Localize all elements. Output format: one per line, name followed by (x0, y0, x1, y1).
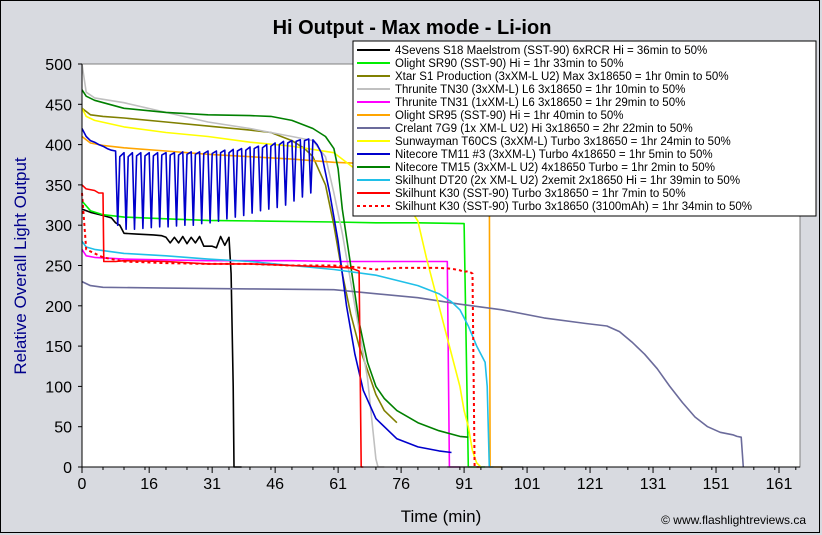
x-tick-label: 101 (514, 476, 541, 493)
y-tick-label: 200 (45, 299, 72, 316)
y-tick-label: 500 (45, 57, 72, 74)
x-tick-label: 31 (203, 476, 221, 493)
series-line-2 (81, 200, 486, 468)
axes-group: 0 50 100 150 200 250 300 350 400 450 500 0 16 31 46 61 7… (45, 57, 800, 493)
legend-label: 4Sevens S18 Maelstrom (SST-90) 6xRCR Hi … (395, 45, 707, 57)
legend-label: Skilhunt DT20 (2x XM-L U2) 2xemit 2x1865… (395, 175, 740, 187)
x-axis-label: Time (min) (401, 507, 482, 526)
legend-label: Nitecore TM11 #3 (3xXM-L) Turbo 4x18650 … (395, 149, 713, 161)
legend: 4Sevens S18 Maelstrom (SST-90) 6xRCR Hi … (352, 40, 817, 217)
legend-label: Xtar S1 Production (3xXM-L U2) Max 3x186… (395, 71, 729, 83)
series-line-4 (81, 63, 385, 468)
legend-label: Thrunite TN31 (1xXM-L) L6 3x18650 = 1hr … (395, 97, 685, 109)
legend-box (352, 40, 817, 217)
legend-label: Skilhunt K30 (SST-90) Turbo 3x18650 = 1h… (395, 188, 686, 200)
legend-label: Nitecore TM15 (3xXM-L U2) 4x18650 Turbo … (395, 162, 715, 174)
y-tick-label: 350 (45, 178, 72, 195)
x-tick-label: 61 (329, 476, 347, 493)
credit-text: © www.flashlightreviews.ca (661, 513, 806, 527)
x-tick-label: 76 (392, 476, 410, 493)
x-tick-label: 161 (766, 476, 793, 493)
series-line-5 (81, 248, 460, 468)
x-tick-label: 46 (266, 476, 284, 493)
legend-label: Sunwayman T60CS (3xXM-L) Turbo 3x18650 =… (395, 136, 731, 148)
y-tick-label: 300 (45, 218, 72, 235)
series-line-9 (81, 128, 452, 454)
series-line-7 (81, 280, 745, 468)
y-tick-label: 400 (45, 138, 72, 155)
series-line-11 (81, 240, 494, 468)
series-line-13 (81, 192, 481, 468)
legend-label: Crelant 7G9 (1x XM-L U2) Hi 3x18650 = 2h… (395, 123, 693, 135)
y-tick-label: 450 (45, 97, 72, 114)
legend-label: Olight SR90 (SST-90) Hi = 1hr 33min to 5… (395, 58, 624, 70)
legend-label: Skilhunt K30 (SST-90) Turbo 3x18650 (310… (395, 201, 752, 213)
y-tick-label: 250 (45, 259, 72, 276)
y-tick-label: 100 (45, 379, 72, 396)
x-tick-label: 91 (455, 476, 473, 493)
legend-label: Olight SR95 (SST-90) Hi = 1hr 40min to 5… (395, 110, 624, 122)
y-tick-label: 0 (63, 460, 72, 477)
series-line-12 (81, 184, 364, 468)
y-axis-label: Relative Overall Light Output (11, 157, 30, 375)
chart-title: Hi Output - Max mode - Li-ion (273, 17, 552, 39)
y-tick-label: 50 (54, 420, 72, 437)
series-group (81, 63, 745, 468)
x-tick-label: 151 (703, 476, 730, 493)
x-tick-label: 16 (140, 476, 158, 493)
x-tick-label: 0 (78, 476, 87, 493)
x-tick-label: 121 (577, 476, 604, 493)
series-line-10 (81, 89, 469, 438)
y-tick-label: 150 (45, 339, 72, 356)
x-tick-label: 131 (640, 476, 667, 493)
legend-label: Thrunite TN30 (3xXM-L) L6 3x18650 = 1hr … (395, 84, 685, 96)
